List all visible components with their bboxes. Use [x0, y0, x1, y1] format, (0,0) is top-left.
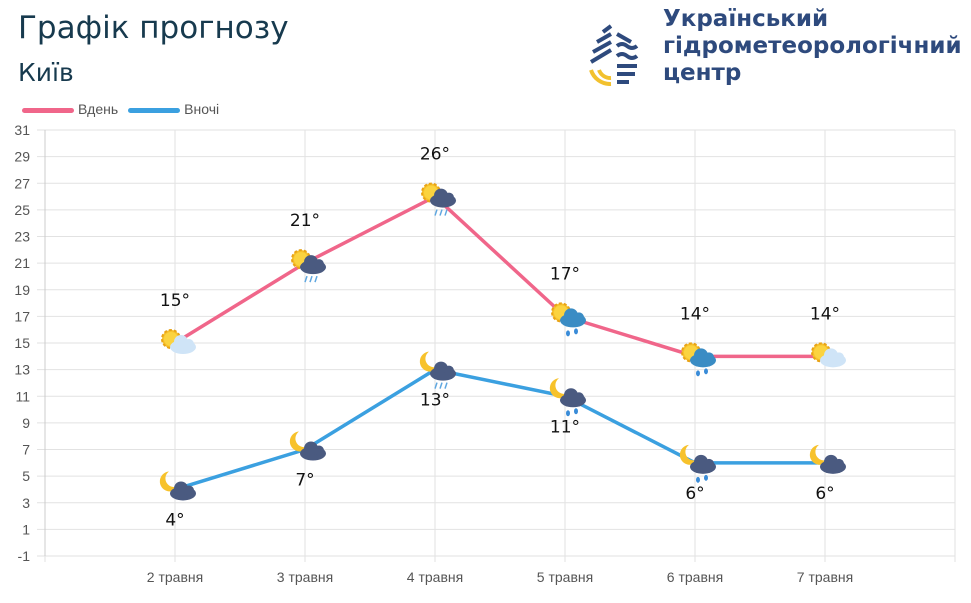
city-name: Київ	[18, 58, 74, 87]
legend: Вдень Вночі	[22, 101, 219, 117]
data-label: 4°	[165, 510, 184, 530]
x-tick-label: 7 травня	[797, 569, 853, 585]
legend-night[interactable]: Вночі	[128, 101, 219, 117]
y-tick-label: 29	[14, 149, 30, 165]
x-tick-label: 2 травня	[147, 569, 203, 585]
data-label: 14°	[680, 304, 710, 324]
data-label: 15°	[160, 291, 190, 311]
y-tick-label: 7	[22, 442, 30, 458]
y-tick-label: 21	[14, 255, 30, 271]
data-label: 17°	[550, 264, 580, 284]
y-tick-label: 13	[14, 362, 30, 378]
legend-day[interactable]: Вдень	[22, 101, 118, 117]
sun-cloud-shower-icon	[551, 302, 586, 337]
legend-label: Вдень	[78, 101, 119, 117]
sun-partly-cloudy-icon	[161, 329, 196, 354]
x-tick-label: 5 травня	[537, 569, 593, 585]
moon-cloud-icon	[809, 444, 846, 474]
y-tick-label: -1	[18, 548, 31, 564]
moon-cloud-icon	[159, 471, 196, 501]
sun-partly-cloudy-icon	[811, 342, 846, 368]
series-line-day	[174, 194, 825, 359]
y-tick-label: 27	[14, 175, 30, 191]
organization-name: Український гідрометеорологічний центр	[663, 6, 962, 87]
y-tick-label: 9	[22, 415, 30, 431]
y-tick-label: 19	[14, 282, 30, 298]
y-tick-label: 3	[22, 495, 30, 511]
org-line: Український	[663, 6, 829, 32]
y-tick-label: 31	[14, 122, 30, 138]
data-label: 7°	[295, 471, 314, 491]
data-label: 21°	[290, 211, 320, 231]
sun-cloud-rain-icon	[291, 249, 326, 283]
data-label: 6°	[815, 484, 834, 504]
y-tick-label: 17	[14, 308, 30, 324]
y-tick-label: 1	[22, 521, 30, 537]
data-label: 6°	[685, 484, 704, 504]
moon-cloud-icon	[289, 431, 326, 461]
page-title: Графік прогнозу	[18, 10, 289, 46]
moon-cloud-shower-icon	[679, 444, 716, 483]
y-tick-label: 25	[14, 202, 30, 218]
x-tick-label: 6 травня	[667, 569, 723, 585]
x-tick-label: 4 травня	[407, 569, 463, 585]
sun-cloud-shower-icon	[681, 342, 716, 377]
legend-label: Вночі	[184, 101, 220, 117]
data-label: 14°	[810, 304, 840, 324]
org-line: гідрометеорологічний	[663, 33, 962, 59]
y-tick-label: 23	[14, 229, 30, 245]
data-label: 26°	[420, 145, 450, 165]
data-label: 11°	[550, 417, 580, 437]
moon-cloud-shower-icon	[549, 378, 586, 417]
series-line-night	[174, 367, 825, 492]
ukrhydromet-logo-icon	[589, 24, 639, 86]
org-line: центр	[663, 60, 742, 86]
y-tick-label: 5	[22, 468, 30, 484]
y-tick-label: 11	[15, 388, 30, 404]
sun-cloud-rain-icon	[421, 182, 456, 216]
y-tick-label: 15	[14, 335, 30, 351]
x-tick-label: 3 травня	[277, 569, 333, 585]
moon-cloud-rain-icon	[419, 351, 456, 389]
data-label: 13°	[420, 391, 450, 411]
